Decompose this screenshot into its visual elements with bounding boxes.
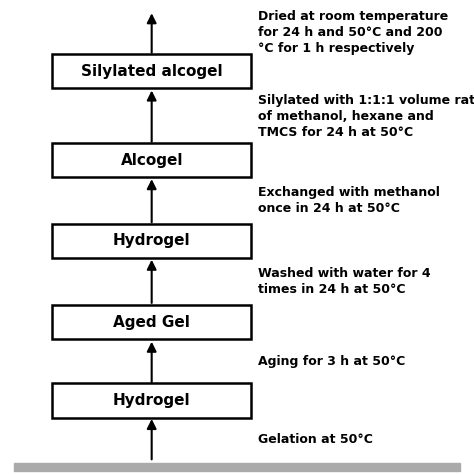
Text: Silylated with 1:1:1 volume ratio
of methanol, hexane and
TMCS for 24 h at 50°C: Silylated with 1:1:1 volume ratio of met… (258, 94, 474, 138)
Text: Hydrogel: Hydrogel (113, 393, 191, 408)
Text: Silylated alcogel: Silylated alcogel (81, 64, 222, 79)
Text: Washed with water for 4
times in 24 h at 50°C: Washed with water for 4 times in 24 h at… (258, 267, 431, 296)
Text: Dried at room temperature
for 24 h and 50°C and 200
°C for 1 h respectively: Dried at room temperature for 24 h and 5… (258, 10, 448, 55)
Text: Aging for 3 h at 50°C: Aging for 3 h at 50°C (258, 356, 406, 368)
Bar (14, 463, 460, 471)
Bar (52, 224, 251, 258)
Bar (52, 305, 251, 339)
Bar (52, 143, 251, 177)
Text: Alcogel: Alcogel (120, 153, 183, 168)
Text: Aged Gel: Aged Gel (113, 315, 190, 330)
Text: Gelation at 50°C: Gelation at 50°C (258, 433, 373, 446)
Text: Exchanged with methanol
once in 24 h at 50°C: Exchanged with methanol once in 24 h at … (258, 186, 440, 215)
Bar (52, 383, 251, 418)
Text: Hydrogel: Hydrogel (113, 233, 191, 248)
Bar (52, 54, 251, 88)
